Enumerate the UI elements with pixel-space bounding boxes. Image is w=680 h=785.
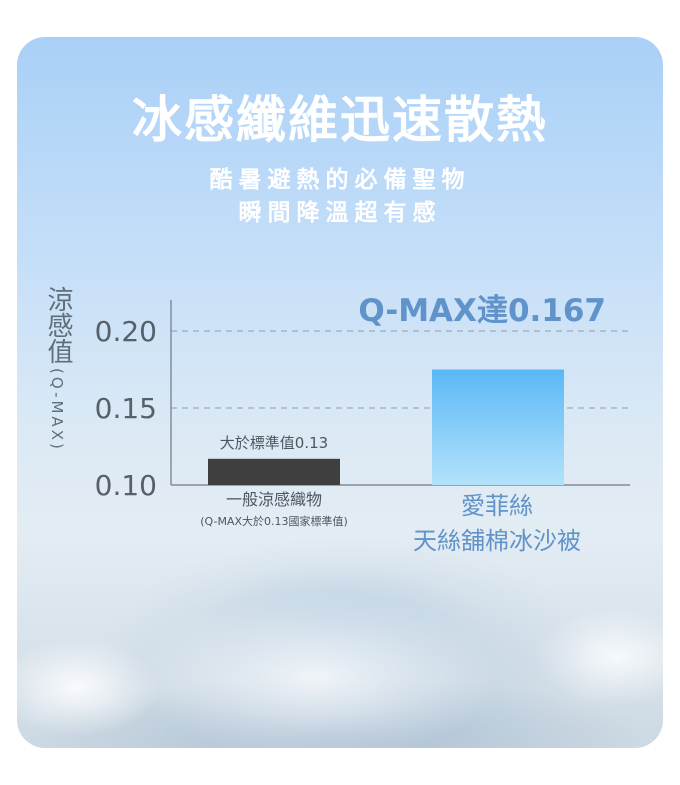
headline: 冰感纖維迅速散熱	[132, 90, 548, 149]
y-tick-label: 0.20	[95, 315, 157, 348]
bar-product-quilt	[432, 369, 564, 485]
category-sublabel-2: 天絲舖棉冰沙被	[413, 527, 581, 555]
subtitle-line-2: 瞬間降溫超有感	[238, 199, 442, 226]
y-tick-label: 0.15	[95, 392, 157, 425]
annotation-qmax: Q-MAX達0.167	[358, 293, 606, 329]
y-tick-label: 0.10	[95, 469, 157, 502]
category-label-1: 一般涼感織物	[226, 490, 322, 509]
subtitle-line-1: 酷暑避熱的必備聖物	[209, 166, 471, 193]
y-axis-label: 涼感值 (Q-MAX)	[42, 286, 73, 452]
category-label-2: 愛菲絲	[461, 492, 533, 520]
y-axis-unit: (Q-MAX)	[48, 368, 66, 452]
bar-general-cooling-fabric	[208, 458, 340, 485]
category-sublabel-1: (Q-MAX大於0.13國家標準值)	[200, 514, 348, 528]
annotation-standard: 大於標準值0.13	[220, 434, 328, 452]
y-axis-title: 涼感值	[43, 286, 73, 364]
